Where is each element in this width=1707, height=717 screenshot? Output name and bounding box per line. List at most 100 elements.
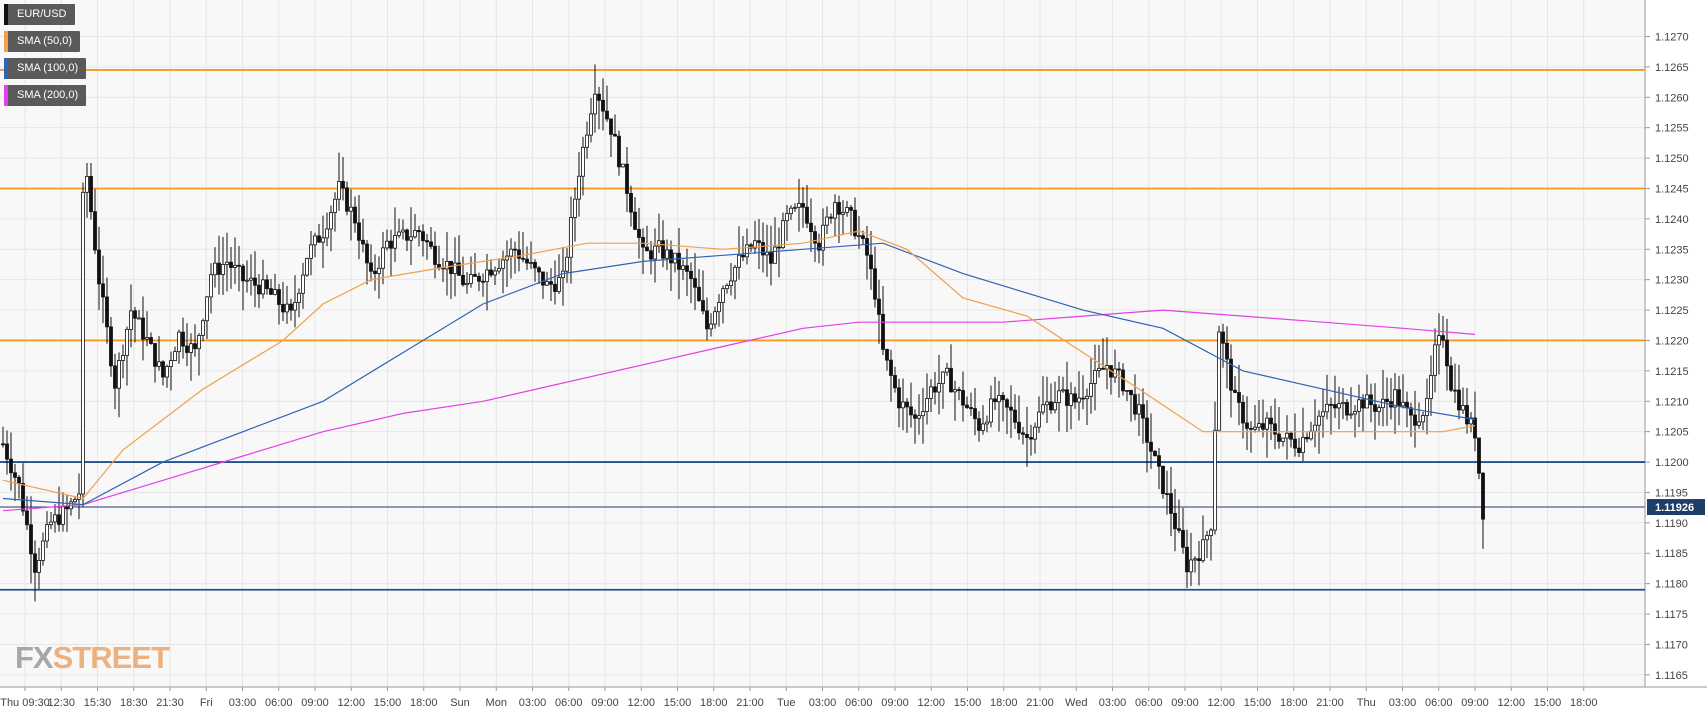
x-tick-label: 09:00 xyxy=(591,697,619,709)
candle-body xyxy=(333,198,337,213)
candle-body xyxy=(245,279,249,282)
candle-body xyxy=(969,407,973,409)
candle-body xyxy=(377,267,381,274)
candle-body xyxy=(805,206,809,224)
candle-body xyxy=(517,249,521,259)
candle-body xyxy=(197,335,201,350)
candle-body xyxy=(1245,422,1249,429)
legend-item-sma50[interactable]: SMA (50,0) xyxy=(4,31,81,52)
x-tick-label: 03:00 xyxy=(229,697,257,709)
candle-body xyxy=(1237,392,1241,403)
x-tick-label: Sun xyxy=(450,697,470,709)
candle-body xyxy=(1189,559,1193,573)
candle-body xyxy=(985,421,989,425)
candle-body xyxy=(1169,493,1173,514)
candle-body xyxy=(1281,437,1285,442)
y-tick-label: 1.1210 xyxy=(1655,396,1689,408)
candle-body xyxy=(529,261,533,264)
y-tick-label: 1.1175 xyxy=(1655,609,1688,621)
candle-body xyxy=(741,254,745,258)
candle-body xyxy=(1277,433,1281,442)
candle-body xyxy=(717,302,721,313)
candle-body xyxy=(1441,335,1445,341)
candle-body xyxy=(177,331,181,353)
candle-body xyxy=(633,211,637,230)
candle-body xyxy=(657,240,661,247)
legend-item-sma200[interactable]: SMA (200,0) xyxy=(4,85,87,106)
x-tick-label: 21:00 xyxy=(1026,697,1054,709)
candle-body xyxy=(185,345,189,353)
candle-body xyxy=(1433,344,1437,376)
legend-label: SMA (200,0) xyxy=(17,89,79,101)
x-tick-label: 12:00 xyxy=(627,697,655,709)
brand-fx: FX xyxy=(15,640,54,675)
candle-body xyxy=(481,280,485,283)
candle-body xyxy=(521,257,525,260)
candle-body xyxy=(681,265,685,270)
candle-body xyxy=(581,146,585,177)
candle-body xyxy=(889,359,893,376)
candle-body xyxy=(1365,394,1369,409)
candle-body xyxy=(757,240,761,243)
candle-body xyxy=(1145,417,1149,443)
candle-body xyxy=(1425,398,1429,416)
candle-body xyxy=(673,252,677,264)
y-tick-label: 1.1230 xyxy=(1655,275,1689,287)
candle-body xyxy=(1177,528,1181,531)
candle-body xyxy=(1469,417,1473,425)
x-tick-label: 12:30 xyxy=(47,697,75,709)
candle-body xyxy=(533,261,537,269)
x-tick-label: 03:00 xyxy=(1099,697,1127,709)
candle-body xyxy=(1009,406,1013,411)
legend-swatch xyxy=(4,85,8,106)
legend-item-price[interactable]: EUR/USD xyxy=(4,4,75,25)
candle-body xyxy=(1041,404,1045,413)
candle-body xyxy=(297,292,301,303)
candle-body xyxy=(725,285,729,290)
x-tick-label: 21:00 xyxy=(1316,697,1344,709)
candle-body xyxy=(849,207,853,211)
candle-body xyxy=(289,303,293,311)
candle-body xyxy=(1477,437,1481,474)
candle-body xyxy=(917,415,921,419)
candle-body xyxy=(89,175,93,213)
candle-body xyxy=(1233,389,1237,393)
candle-body xyxy=(337,181,341,200)
candle-body xyxy=(285,303,289,313)
x-tick-label: Mon xyxy=(486,697,507,709)
candle-body xyxy=(157,361,161,367)
candle-body xyxy=(941,371,945,384)
candle-body xyxy=(1029,437,1033,440)
candle-body xyxy=(1293,438,1297,449)
candle-body xyxy=(617,135,621,168)
candle-body xyxy=(897,387,901,409)
candle-body xyxy=(21,483,25,512)
candle-body xyxy=(477,275,481,282)
candle-body xyxy=(965,404,969,408)
legend-item-sma100[interactable]: SMA (100,0) xyxy=(4,58,87,79)
candle-body xyxy=(61,506,65,525)
candle-body xyxy=(65,506,69,510)
candle-body xyxy=(813,231,817,244)
candle-body xyxy=(1357,399,1361,412)
candle-body xyxy=(329,212,333,230)
candle-body xyxy=(409,236,413,241)
candle-body xyxy=(393,235,397,249)
candle-body xyxy=(193,343,197,350)
candle-body xyxy=(73,499,77,503)
candle-body xyxy=(1397,389,1401,407)
candle-body xyxy=(25,510,29,526)
candle-body xyxy=(205,296,209,322)
candle-body xyxy=(873,268,877,300)
candle-body xyxy=(833,202,837,219)
candle-body xyxy=(113,365,117,389)
candle-body xyxy=(93,211,97,251)
candle-body xyxy=(841,211,845,215)
candle-body xyxy=(821,224,825,251)
x-tick-label: 18:00 xyxy=(1570,697,1598,709)
candle-body xyxy=(1409,407,1413,416)
candle-body xyxy=(1121,369,1125,392)
candle-body xyxy=(145,337,149,340)
candle-body xyxy=(845,207,849,213)
